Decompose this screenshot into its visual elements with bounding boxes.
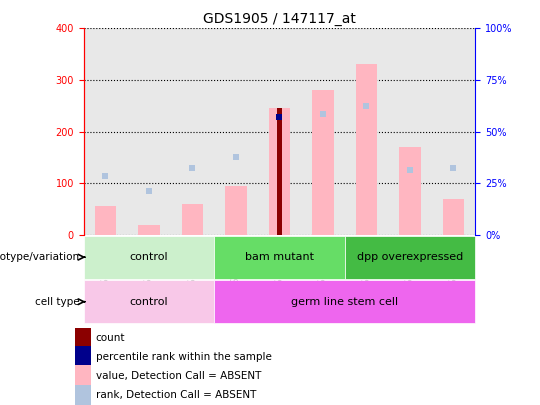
Text: control: control bbox=[130, 252, 168, 262]
Text: cell type: cell type bbox=[35, 297, 80, 307]
Text: bam mutant: bam mutant bbox=[245, 252, 314, 262]
Bar bbox=[75, 327, 91, 348]
Bar bbox=[443, 199, 464, 235]
Bar bbox=[214, 236, 345, 279]
Text: genotype/variation: genotype/variation bbox=[0, 252, 80, 262]
Text: control: control bbox=[130, 297, 168, 307]
Bar bbox=[75, 385, 91, 405]
Title: GDS1905 / 147117_at: GDS1905 / 147117_at bbox=[203, 12, 356, 26]
Bar bbox=[312, 90, 334, 235]
Text: value, Detection Call = ABSENT: value, Detection Call = ABSENT bbox=[96, 371, 261, 381]
Bar bbox=[94, 207, 116, 235]
Bar bbox=[268, 109, 291, 235]
Text: rank, Detection Call = ABSENT: rank, Detection Call = ABSENT bbox=[96, 390, 256, 401]
Text: percentile rank within the sample: percentile rank within the sample bbox=[96, 352, 272, 362]
Bar bbox=[225, 186, 247, 235]
Bar bbox=[399, 147, 421, 235]
Bar bbox=[214, 280, 475, 323]
Bar bbox=[345, 236, 475, 279]
Bar bbox=[75, 346, 91, 368]
Bar bbox=[75, 365, 91, 387]
Text: germ line stem cell: germ line stem cell bbox=[291, 297, 399, 307]
Bar bbox=[355, 64, 377, 235]
Text: count: count bbox=[96, 333, 125, 343]
Bar bbox=[181, 204, 204, 235]
Bar bbox=[84, 236, 214, 279]
Bar bbox=[277, 109, 282, 235]
Text: dpp overexpressed: dpp overexpressed bbox=[357, 252, 463, 262]
Bar bbox=[84, 280, 214, 323]
Bar bbox=[138, 224, 160, 235]
